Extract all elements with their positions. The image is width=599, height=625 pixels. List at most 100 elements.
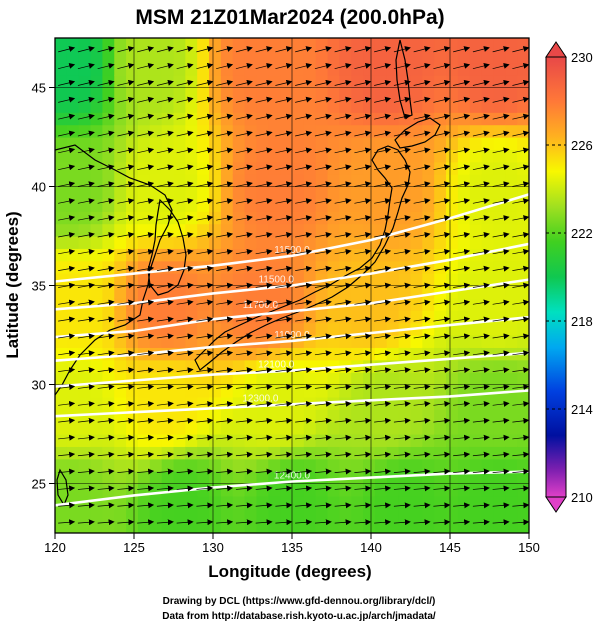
- heatmap-cell: [102, 483, 115, 497]
- wind-arrow: [354, 384, 372, 391]
- wind-arrow: [255, 502, 273, 509]
- wind-arrow: [196, 502, 214, 509]
- heatmap-cell: [410, 396, 423, 410]
- heatmap-cell: [493, 421, 506, 435]
- heatmap-cell: [327, 508, 340, 522]
- heatmap-cell: [505, 248, 518, 262]
- heatmap-cell: [102, 112, 115, 126]
- wind-arrow: [314, 485, 332, 492]
- wind-arrow: [433, 46, 451, 53]
- heatmap-cell: [292, 421, 305, 435]
- wind-arrow: [97, 231, 115, 238]
- heatmap-cell: [78, 174, 92, 188]
- heatmap-cell: [209, 137, 222, 150]
- heatmap-cell: [386, 372, 400, 386]
- heatmap-cell: [446, 75, 459, 89]
- wind-arrow: [393, 231, 411, 238]
- heatmap-cell: [434, 446, 447, 460]
- heatmap-cell: [256, 322, 269, 336]
- heatmap-cell: [351, 396, 364, 410]
- heatmap-cell: [197, 446, 210, 460]
- heatmap-cell: [374, 434, 388, 447]
- heatmap-cell: [398, 446, 412, 460]
- heatmap-cell: [351, 62, 364, 76]
- heatmap-cell: [197, 112, 210, 126]
- heatmap-cell: [90, 99, 103, 113]
- wind-arrow: [374, 316, 392, 323]
- wind-arrow: [314, 248, 332, 255]
- wind-arrow: [117, 231, 135, 238]
- wind-arrow: [117, 96, 135, 103]
- wind-arrow: [77, 231, 95, 238]
- heatmap-cell: [410, 211, 423, 225]
- wind-arrow: [393, 164, 411, 171]
- heatmap-cell: [303, 483, 317, 497]
- heatmap-cell: [434, 273, 447, 287]
- wind-arrow: [117, 519, 135, 526]
- heatmap-cell: [209, 112, 222, 126]
- wind-arrow: [255, 248, 273, 255]
- heatmap-cell: [209, 198, 222, 212]
- wind-arrow: [453, 299, 471, 306]
- heatmap-cell: [197, 248, 210, 262]
- heatmap-cell: [55, 174, 68, 188]
- heatmap-cell: [173, 396, 186, 410]
- heatmap-cell: [149, 211, 163, 225]
- wind-arrow: [176, 468, 194, 475]
- wind-arrow: [374, 215, 392, 221]
- heatmap-cell: [220, 471, 234, 485]
- wind-arrow: [453, 502, 471, 509]
- wind-arrow: [413, 198, 431, 205]
- heatmap-cell: [398, 372, 412, 386]
- heatmap-cell: [126, 112, 139, 126]
- heatmap-cell: [137, 335, 151, 348]
- wind-arrow: [58, 468, 76, 475]
- wind-arrow: [235, 333, 253, 340]
- heatmap-cell: [55, 396, 68, 410]
- heatmap-cell: [102, 99, 115, 113]
- heatmap-cell: [315, 174, 329, 188]
- heatmap-cell: [327, 161, 340, 175]
- heatmap-cell: [327, 322, 340, 336]
- heatmap-cell: [232, 359, 246, 373]
- wind-arrow: [137, 113, 155, 120]
- wind-arrow: [196, 164, 214, 171]
- heatmap-cell: [517, 372, 529, 386]
- heatmap-cell: [434, 38, 447, 51]
- heatmap-cell: [149, 75, 163, 89]
- heatmap-cell: [78, 384, 92, 398]
- wind-arrow: [374, 181, 392, 188]
- wind-arrow: [374, 485, 392, 492]
- heatmap-cell: [220, 495, 234, 509]
- contour-label: 12400.0: [274, 471, 311, 482]
- heatmap-cell: [469, 62, 483, 76]
- heatmap-cell: [102, 248, 115, 262]
- heatmap-cell: [469, 372, 483, 386]
- heatmap-cell: [78, 335, 92, 348]
- wind-arrow: [196, 519, 214, 526]
- heatmap-cell: [173, 161, 186, 175]
- heatmap-cell: [493, 322, 506, 336]
- heatmap-cell: [90, 421, 103, 435]
- heatmap-cell: [197, 335, 210, 348]
- heatmap-cell: [90, 471, 103, 485]
- wind-arrow: [97, 384, 115, 391]
- heatmap-cell: [161, 248, 175, 262]
- heatmap-cell: [386, 495, 400, 509]
- heatmap-cell: [363, 149, 376, 163]
- heatmap-cell: [55, 359, 68, 373]
- heatmap-cell: [66, 248, 80, 262]
- heatmap-cell: [66, 483, 80, 497]
- heatmap-cell: [327, 434, 340, 447]
- wind-arrow: [413, 231, 431, 238]
- wind-arrow: [235, 350, 253, 357]
- heatmap-cell: [493, 359, 506, 373]
- wind-arrow: [433, 231, 451, 238]
- heatmap-cell: [149, 236, 163, 249]
- wind-arrow: [196, 485, 214, 492]
- wind-arrow: [235, 468, 253, 475]
- heatmap-cell: [114, 508, 127, 522]
- heatmap-cell: [469, 211, 483, 225]
- wind-arrow: [58, 79, 76, 86]
